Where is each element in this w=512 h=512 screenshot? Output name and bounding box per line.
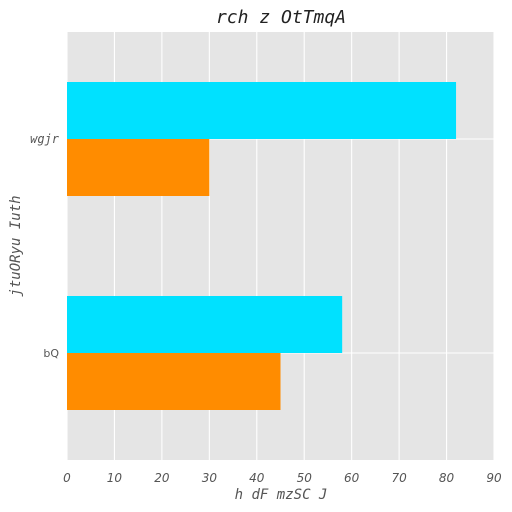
- bar-bQ-series-2: [67, 353, 281, 410]
- x-tick-label: 30: [202, 471, 218, 485]
- bar-bQ-series-1: [67, 296, 343, 353]
- bar-wgjr-series-2: [67, 139, 210, 196]
- x-tick-label: 90: [486, 471, 502, 485]
- x-tick-label: 70: [391, 471, 407, 485]
- x-tick-label: 80: [439, 471, 455, 485]
- category-labels: wgjr bQ: [30, 132, 60, 360]
- x-tick-label: 10: [107, 471, 123, 485]
- x-tick-label: 40: [249, 471, 265, 485]
- category-label: wgjr: [30, 132, 60, 146]
- bar-wgjr-series-1: [67, 82, 457, 139]
- x-tick-label: 0: [63, 471, 71, 485]
- x-tick-labels: 0 10 20 30 40 50 60 70 80 90: [63, 471, 502, 485]
- category-label: bQ: [43, 347, 59, 360]
- x-tick-label: 60: [344, 471, 360, 485]
- y-axis-label: jtuORyu Iuth: [8, 195, 24, 296]
- x-tick-label: 20: [154, 471, 170, 485]
- x-axis-label: h dF mzSC J: [235, 487, 328, 503]
- chart-title: rch z OtTmqA: [216, 7, 346, 28]
- x-tick-label: 50: [297, 471, 313, 485]
- bars: [67, 82, 457, 410]
